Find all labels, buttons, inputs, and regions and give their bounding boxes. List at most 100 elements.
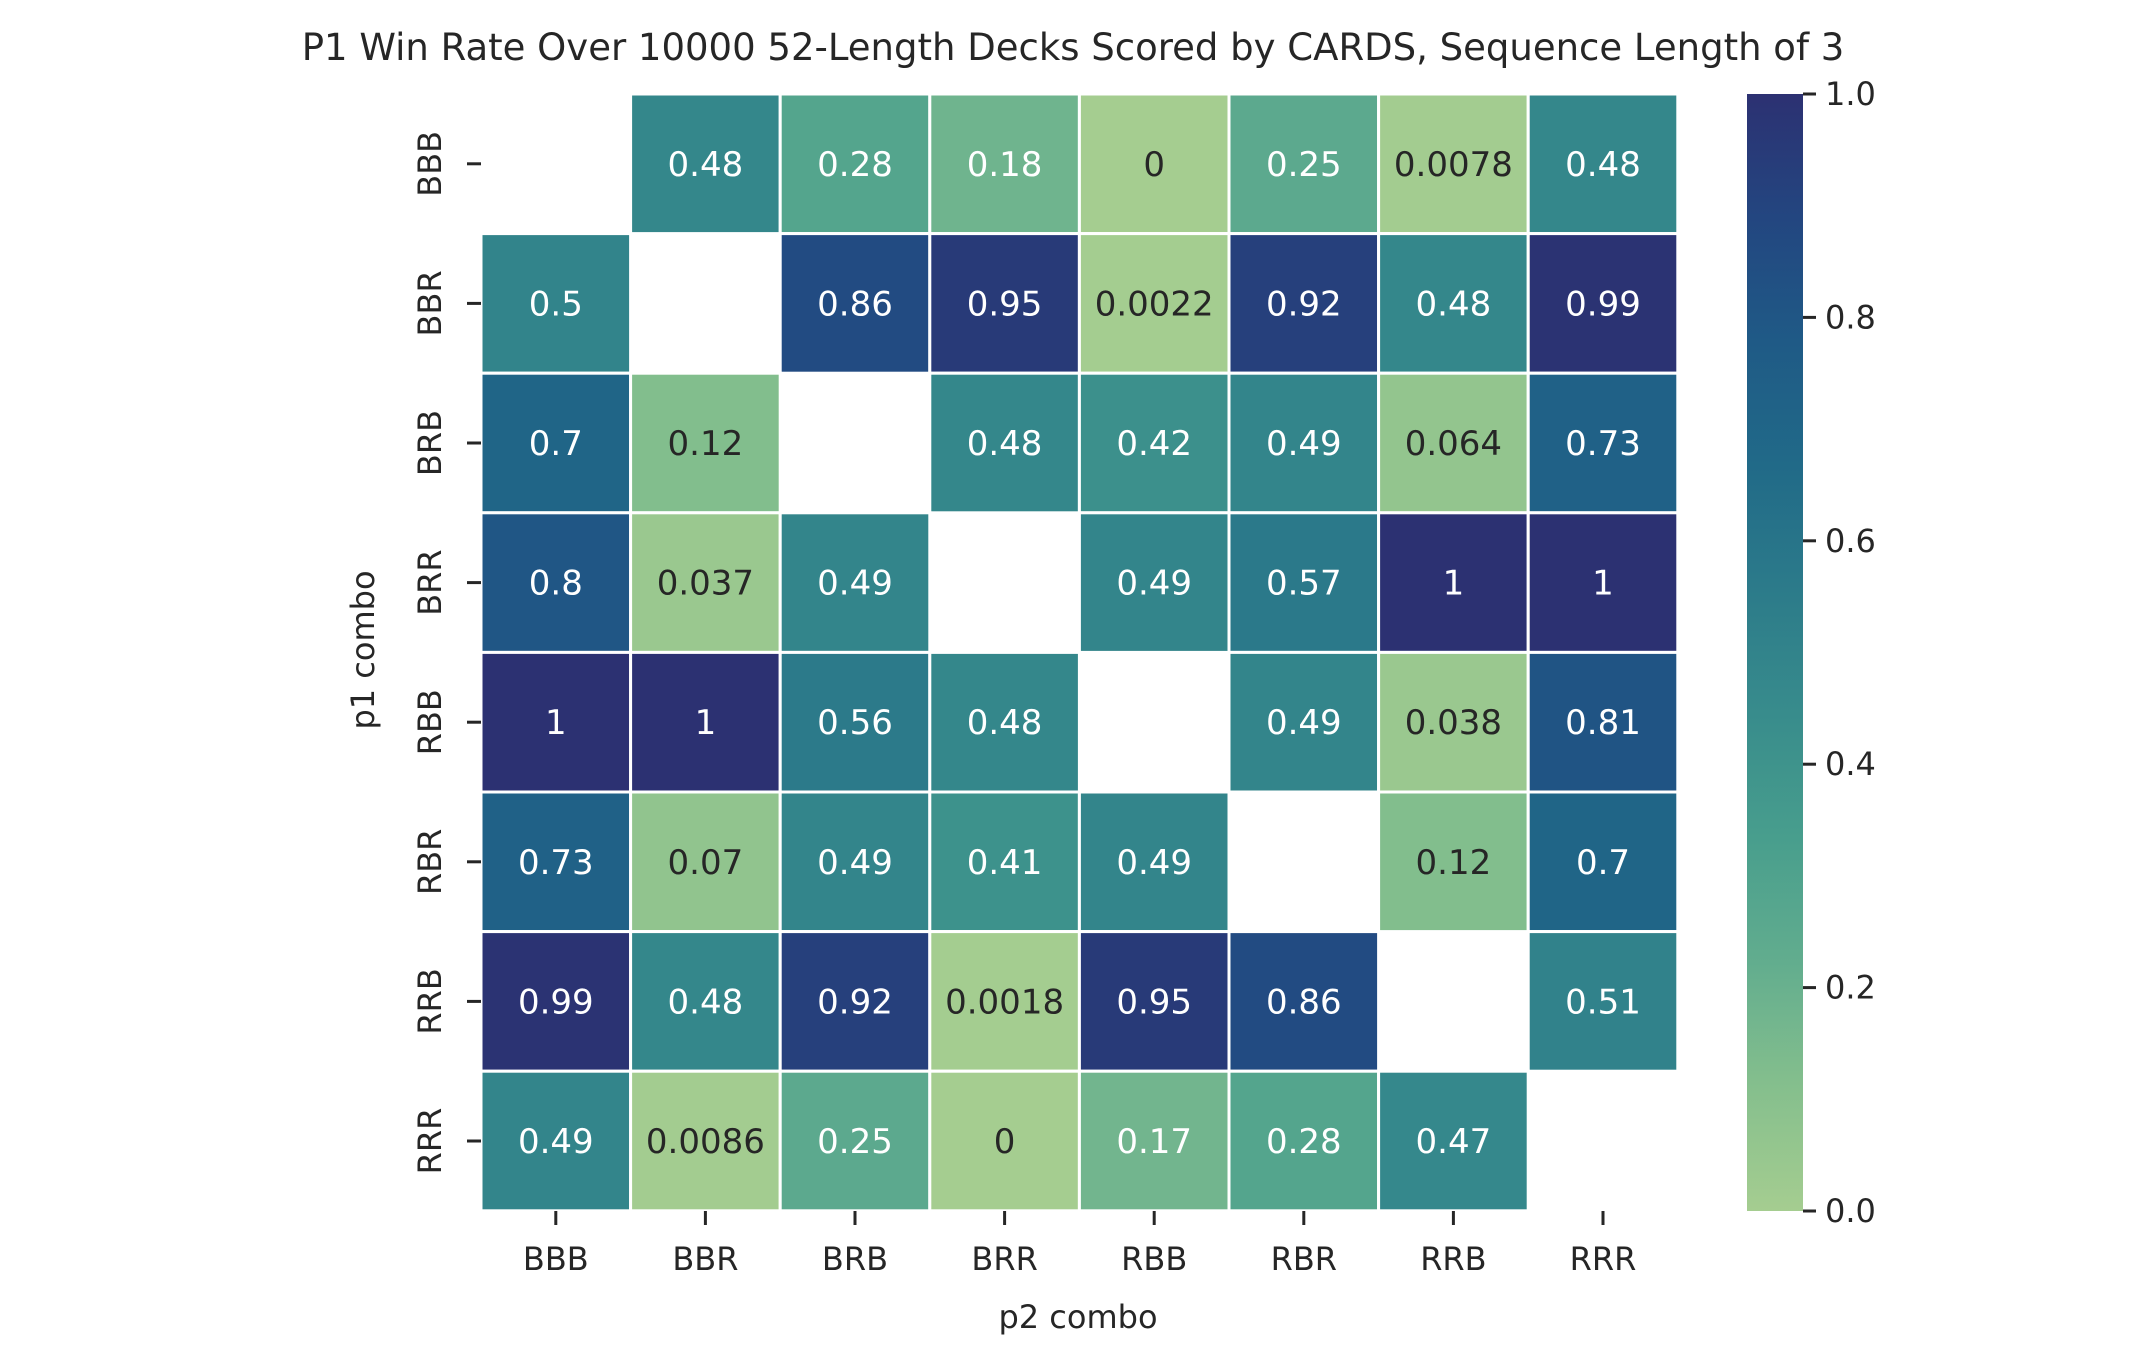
colorbar-tick-label: 0.0 (1825, 1192, 1876, 1230)
heatmap-cell (928, 930, 1081, 1073)
cell-value-label: 0.49 (1116, 564, 1192, 604)
cell-value-label: 1 (695, 703, 717, 743)
heatmap-cell (778, 511, 932, 654)
heatmap-cell (778, 92, 932, 236)
y-tick-label: RBR (411, 829, 449, 895)
heatmap-cells: 0.48 0.28 0.18 0 0.25 0.0078 0.48 0.5 0.86 0.95 0.… (479, 92, 1680, 1213)
heatmap-cell (1377, 1069, 1530, 1213)
cell-value-label: 0.18 (967, 145, 1043, 185)
heatmap-cell (479, 650, 633, 794)
heatmap-cell (1227, 232, 1381, 375)
cell-value-label: 0.17 (1116, 1122, 1192, 1162)
cell-value-label: 0.12 (668, 424, 744, 464)
colorbar-tick-label: 0.6 (1825, 522, 1876, 560)
y-tick-label: BBB (411, 131, 449, 197)
heatmap-cell (928, 232, 1081, 375)
cell-value-label: 0.95 (1116, 982, 1192, 1022)
heatmap-cell (479, 930, 633, 1073)
cell-value-label: 0.92 (817, 982, 893, 1022)
heatmap-cell (1077, 511, 1231, 654)
heatmap-cell (629, 790, 782, 934)
y-tick-label: RRB (411, 968, 449, 1034)
cell-value-label: 1 (1592, 564, 1614, 604)
heatmap-cell (1077, 930, 1231, 1073)
cell-value-label: 1 (545, 703, 567, 743)
cell-value-label: 0.8 (529, 564, 583, 604)
cell-value-label: 0.0078 (1394, 145, 1513, 185)
cell-value-label: 0.41 (967, 843, 1043, 883)
heatmap-cell (1077, 1069, 1231, 1213)
heatmap-cell (1526, 371, 1680, 515)
cell-value-label: 0.49 (817, 564, 893, 604)
heatmap-cell (778, 650, 932, 794)
heatmap-cell (1526, 232, 1680, 375)
heatmap-cell (629, 371, 782, 515)
cell-value-label: 0.7 (529, 424, 583, 464)
cell-value-label: 0.99 (518, 982, 594, 1022)
colorbar-tick-label: 0.8 (1825, 298, 1876, 336)
cell-value-label: 0.81 (1565, 703, 1641, 743)
colorbar-tick-label: 0.4 (1825, 745, 1876, 783)
cell-value-label: 0.92 (1266, 284, 1342, 324)
cell-value-label: 0.42 (1116, 424, 1192, 464)
heatmap-cell (1077, 371, 1231, 515)
cell-value-label: 0.037 (657, 564, 754, 604)
heatmap-cell (1227, 930, 1381, 1073)
heatmap-cell (928, 92, 1081, 236)
cell-value-label: 0.5 (529, 284, 583, 324)
heatmap-cell (928, 790, 1081, 934)
cell-value-label: 0.95 (967, 284, 1043, 324)
cell-value-label: 0.038 (1405, 703, 1502, 743)
cell-value-label: 0.49 (817, 843, 893, 883)
cell-value-label: 0.48 (1565, 145, 1641, 185)
heatmap-cell (1227, 371, 1381, 515)
heatmap-cell (1227, 1069, 1381, 1213)
heatmap-cell (479, 790, 633, 934)
cell-value-label: 0.51 (1565, 982, 1641, 1022)
x-tick-label: RBB (1121, 1240, 1187, 1278)
heatmap-cell (1526, 930, 1680, 1073)
x-axis: BBB BBR BRB BRR RBB RBR RRB RRR (523, 1211, 1636, 1278)
colorbar-gradient (1747, 94, 1803, 1211)
x-tick-label: RRB (1420, 1240, 1486, 1278)
cell-value-label: 0.28 (1266, 1122, 1342, 1162)
x-tick-label: BRB (822, 1240, 888, 1278)
heatmap-cell (1526, 511, 1680, 654)
cell-value-label: 0.25 (817, 1122, 893, 1162)
cell-value-label: 0.48 (668, 145, 744, 185)
heatmap-cell (1526, 790, 1680, 934)
cell-value-label: 0.12 (1416, 843, 1492, 883)
cell-value-label: 0 (994, 1122, 1016, 1162)
x-tick-label: RRR (1570, 1240, 1637, 1278)
x-tick-label: BRR (971, 1240, 1037, 1278)
x-tick-label: BBR (672, 1240, 738, 1278)
heatmap-cell (1077, 790, 1231, 934)
cell-value-label: 0.48 (967, 703, 1043, 743)
cell-value-label: 0.86 (817, 284, 893, 324)
heatmap-cell (778, 930, 932, 1073)
heatmap-cell (629, 511, 782, 654)
cell-value-label: 0.49 (1116, 843, 1192, 883)
cell-value-label: 0 (1143, 145, 1165, 185)
cell-value-label: 0.73 (1565, 424, 1641, 464)
heatmap-cell (1377, 371, 1530, 515)
cell-value-label: 0.48 (668, 982, 744, 1022)
cell-value-label: 0.0018 (945, 982, 1064, 1022)
cell-value-label: 0.57 (1266, 564, 1342, 604)
cell-value-label: 0.86 (1266, 982, 1342, 1022)
y-tick-label: BRR (411, 549, 449, 615)
cell-value-label: 0.49 (1266, 424, 1342, 464)
cell-value-label: 0.48 (967, 424, 1043, 464)
colorbar: 0.0 0.2 0.4 0.6 0.8 1.0 (1747, 75, 1876, 1230)
x-tick-label: BBB (523, 1240, 589, 1278)
cell-value-label: 0.49 (1266, 703, 1342, 743)
y-tick-label: RBB (411, 689, 449, 755)
heatmap-cell (1377, 92, 1530, 236)
cell-value-label: 0.47 (1416, 1122, 1492, 1162)
heatmap-cell (629, 92, 782, 236)
cell-value-label: 0.48 (1416, 284, 1492, 324)
heatmap-cell (778, 232, 932, 375)
cell-value-label: 0.064 (1405, 424, 1502, 464)
chart-title: P1 Win Rate Over 10000 52-Length Decks S… (302, 26, 1845, 69)
